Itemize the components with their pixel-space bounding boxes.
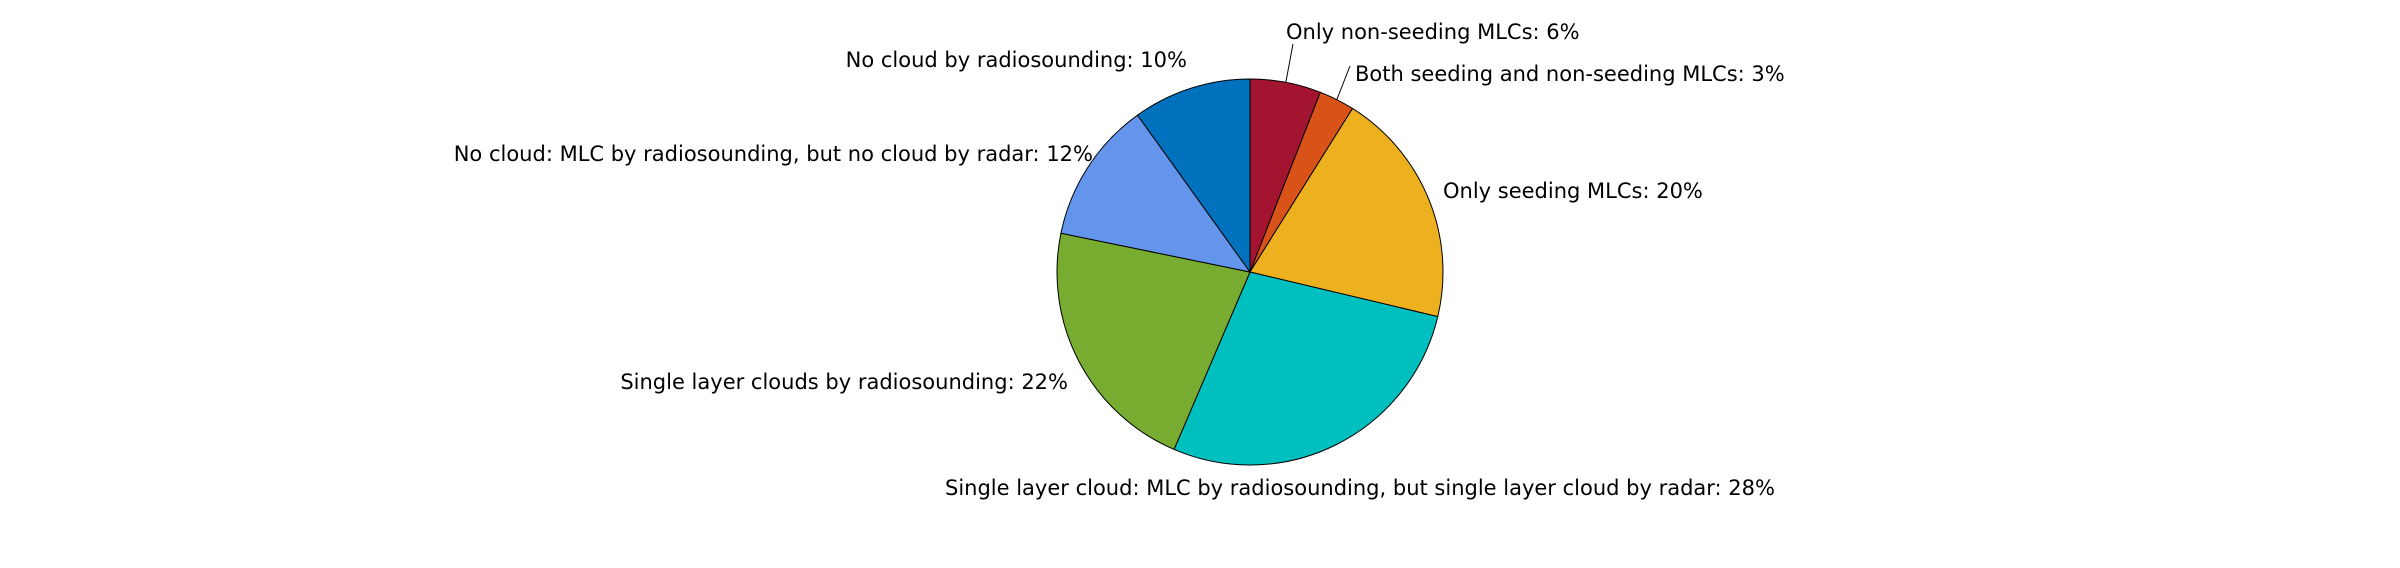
pie-slice-label: Only non-seeding MLCs: 6% — [1286, 20, 1580, 44]
pie-slice-label: Both seeding and non-seeding MLCs: 3% — [1355, 62, 1785, 86]
pie-slice — [1136, 78, 1251, 274]
pie-slice — [1056, 232, 1251, 451]
pie-slice-label: No cloud: MLC by radiosounding, but no c… — [454, 142, 1093, 166]
pie-leader-line — [1285, 43, 1294, 83]
pie-leader-line — [1336, 65, 1351, 100]
pie-slice — [1060, 114, 1252, 273]
pie-slice-label: No cloud by radiosounding: 10% — [846, 48, 1187, 72]
pie-slice-label: Only seeding MLCs: 20% — [1443, 179, 1703, 203]
pie-slice-label: Single layer cloud: MLC by radiosounding… — [945, 476, 1775, 500]
pie-leader-lines — [1285, 43, 1351, 100]
pie-labels: Only non-seeding MLCs: 6% Both seeding an… — [454, 20, 1785, 500]
pie-slices — [1056, 78, 1444, 466]
pie-slice — [1173, 271, 1439, 466]
pie-slice-label: Single layer clouds by radiosounding: 22… — [620, 370, 1068, 394]
pie-slice — [1249, 107, 1444, 318]
